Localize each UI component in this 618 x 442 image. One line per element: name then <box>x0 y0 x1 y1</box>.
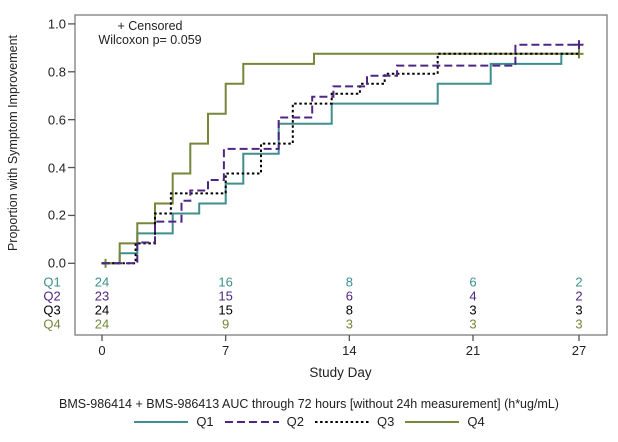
risk-value-q3-day7: 15 <box>218 302 233 318</box>
y-tick-label: 1.0 <box>47 16 66 32</box>
risk-value-q4-day14: 3 <box>345 316 353 331</box>
series-curve-q2 <box>102 43 579 265</box>
risk-value-q2-day0: 23 <box>94 288 110 304</box>
footnote: BMS-986414 + BMS-986413 AUC through 72 h… <box>59 397 559 411</box>
legend-line-sample-q1 <box>134 420 189 423</box>
risk-row-label-q2: Q2 <box>43 288 61 304</box>
x-tick-label: 7 <box>222 343 230 358</box>
risk-value-q3-day14: 8 <box>345 302 353 318</box>
annotation-block: + Censored Wilcoxon p= 0.059 <box>84 19 216 48</box>
risk-value-q3-day21: 3 <box>469 302 477 318</box>
legend-label-q1: Q1 <box>196 414 214 429</box>
censored-annotation: + Censored <box>117 19 183 33</box>
legend-item-q1: Q1 <box>133 414 214 429</box>
risk-row-label-q1: Q1 <box>43 274 61 290</box>
risk-row-label-q4: Q4 <box>43 316 61 331</box>
x-tick-label: 21 <box>465 343 481 358</box>
risk-value-q3-day0: 24 <box>94 302 110 318</box>
risk-value-q2-day7: 15 <box>218 288 233 304</box>
y-tick-label: 0.4 <box>47 160 66 176</box>
risk-value-q4-day7: 9 <box>222 316 230 331</box>
risk-row-label-q3: Q3 <box>43 302 61 318</box>
legend-label-q4: Q4 <box>467 414 485 429</box>
y-tick-label: 0.2 <box>47 207 66 223</box>
x-axis-title: Study Day <box>309 365 372 380</box>
risk-value-q1-day14: 8 <box>345 274 353 290</box>
legend-item-q4: Q4 <box>404 414 485 429</box>
legend-label-q2: Q2 <box>286 414 304 429</box>
risk-value-q1-day27: 2 <box>575 274 583 290</box>
legend-item-q3: Q3 <box>314 414 394 429</box>
risk-value-q4-day27: 3 <box>575 316 583 331</box>
wilcoxon-pvalue: Wilcoxon p= 0.059 <box>98 33 202 48</box>
risk-value-q2-day21: 4 <box>469 288 477 304</box>
x-tick-label: 0 <box>98 343 106 358</box>
risk-value-q3-day27: 3 <box>575 302 583 318</box>
risk-value-q4-day0: 24 <box>94 316 110 331</box>
risk-value-q2-day27: 2 <box>575 288 583 304</box>
series-curve-q4 <box>102 52 579 265</box>
legend-item-q2: Q2 <box>224 414 304 429</box>
plot-frame <box>74 14 608 336</box>
y-tick-label: 0.8 <box>47 64 66 80</box>
legend-line-sample-q4 <box>405 420 460 423</box>
y-tick-label: 0.0 <box>47 255 66 271</box>
risk-value-q1-day21: 6 <box>469 274 477 290</box>
legend-line-sample-q3 <box>315 420 369 423</box>
legend-line-sample-q2 <box>224 420 279 423</box>
risk-value-q1-day0: 24 <box>94 274 110 290</box>
legend-label-q3: Q3 <box>377 414 395 429</box>
series-curve-q1 <box>102 52 579 265</box>
legend: Q1 Q2 Q3 Q4 <box>0 414 618 429</box>
risk-value-q1-day7: 16 <box>218 274 233 290</box>
risk-value-q4-day21: 3 <box>469 316 477 331</box>
x-tick-label: 27 <box>571 343 587 358</box>
y-axis-title: Proportion with Symptom Improvement <box>6 34 20 252</box>
risk-value-q2-day14: 6 <box>345 288 353 304</box>
x-tick-label: 14 <box>342 343 357 358</box>
y-tick-label: 0.6 <box>47 112 66 128</box>
